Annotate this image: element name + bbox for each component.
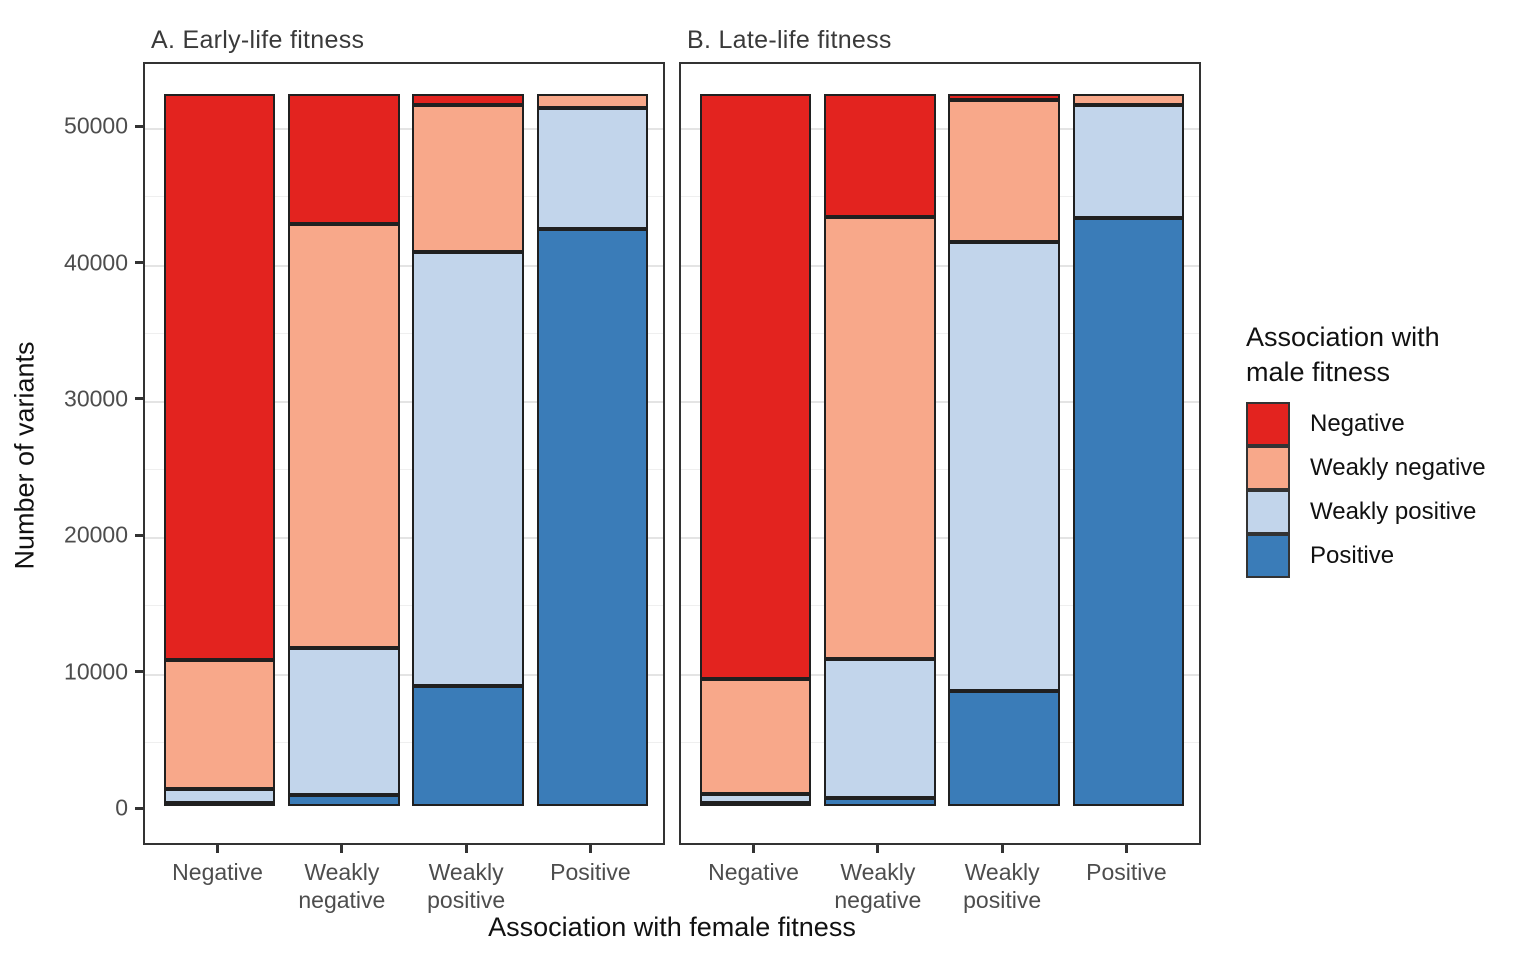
major-gridline bbox=[145, 537, 663, 540]
x-tick-mark bbox=[1000, 845, 1004, 853]
plot-area-early-life bbox=[143, 62, 665, 845]
x-tick-label: Negative bbox=[708, 859, 799, 885]
x-axis-title: Association with female fitness bbox=[488, 912, 856, 942]
x-tick-label: Positive bbox=[550, 859, 631, 885]
major-gridline bbox=[145, 264, 663, 267]
y-tick-label: 40000 bbox=[64, 249, 128, 276]
y-tick-mark bbox=[135, 806, 143, 810]
bar-segment-positive bbox=[823, 797, 936, 806]
bar-segment-weakly-positive bbox=[412, 252, 525, 687]
y-tick-label: 20000 bbox=[64, 521, 128, 548]
x-tick-label: Weakly positive bbox=[963, 859, 1042, 913]
bar-segment-negative bbox=[823, 94, 936, 217]
legend-swatch-negative bbox=[1246, 402, 1290, 446]
y-tick-label: 50000 bbox=[64, 112, 128, 139]
y-tick-label: 0 bbox=[115, 794, 128, 821]
bar-segment-weakly-positive bbox=[1072, 105, 1185, 219]
y-tick-mark bbox=[135, 533, 143, 537]
bar-segment-weakly-negative bbox=[412, 105, 525, 253]
minor-gridline bbox=[145, 332, 663, 334]
panel-title-early-life: A. Early-life fitness bbox=[151, 26, 365, 54]
major-gridline bbox=[681, 264, 1199, 267]
bar-segment-negative bbox=[287, 94, 400, 224]
bar-segment-negative bbox=[699, 94, 812, 679]
bar-segment-positive bbox=[412, 686, 525, 806]
minor-gridline bbox=[145, 741, 663, 743]
bar-segment-weakly-negative bbox=[699, 678, 812, 794]
minor-gridline bbox=[681, 605, 1199, 607]
y-tick-label: 30000 bbox=[64, 385, 128, 412]
bar-segment-weakly-positive bbox=[823, 658, 936, 798]
bar-segment-weakly-positive bbox=[536, 107, 649, 230]
major-gridline bbox=[681, 400, 1199, 403]
legend-swatch-positive bbox=[1246, 534, 1290, 578]
legend-title: Association with male fitness bbox=[1246, 320, 1526, 390]
minor-gridline bbox=[681, 741, 1199, 743]
panel-title-late-life: B. Late-life fitness bbox=[687, 26, 892, 54]
legend-label: Weakly positive bbox=[1310, 498, 1477, 525]
x-tick-mark bbox=[340, 845, 344, 853]
legend-swatch-weakly-negative bbox=[1246, 446, 1290, 490]
x-tick-mark bbox=[464, 845, 468, 853]
major-gridline bbox=[681, 673, 1199, 676]
y-tick-mark bbox=[135, 124, 143, 128]
minor-gridline bbox=[145, 605, 663, 607]
bar-segment-negative bbox=[948, 94, 1061, 100]
major-gridline bbox=[145, 400, 663, 403]
minor-gridline bbox=[145, 196, 663, 198]
x-tick-label: Negative bbox=[172, 859, 263, 885]
minor-gridline bbox=[681, 332, 1199, 334]
x-tick-mark bbox=[216, 845, 220, 853]
legend-label: Weakly negative bbox=[1310, 454, 1486, 481]
bar-segment-negative bbox=[412, 94, 525, 106]
bar-segment-weakly-negative bbox=[536, 94, 649, 108]
minor-gridline bbox=[681, 196, 1199, 198]
legend-title-line2: male fitness bbox=[1246, 357, 1391, 387]
bar-segment-positive bbox=[536, 229, 649, 806]
plot-area-late-life bbox=[679, 62, 1201, 845]
bar-segment-weakly-negative bbox=[1072, 94, 1185, 106]
bar-segment-weakly-negative bbox=[163, 660, 276, 789]
bar-segment-positive bbox=[163, 802, 276, 806]
bar-segment-positive bbox=[1072, 218, 1185, 806]
minor-gridline bbox=[681, 469, 1199, 471]
y-tick-mark bbox=[135, 670, 143, 674]
y-axis-title: Number of variants bbox=[9, 341, 40, 570]
x-tick-mark bbox=[1124, 845, 1128, 853]
legend-label: Negative bbox=[1310, 410, 1405, 437]
legend-title-line1: Association with bbox=[1246, 322, 1440, 352]
legend-swatch-weakly-positive bbox=[1246, 490, 1290, 534]
y-tick-mark bbox=[135, 261, 143, 265]
bar-segment-weakly-positive bbox=[163, 788, 276, 803]
bar-segment-positive bbox=[287, 795, 400, 806]
bar-segment-weakly-positive bbox=[948, 241, 1061, 692]
major-gridline bbox=[145, 673, 663, 676]
legend: Association with male fitness Negative We… bbox=[1246, 320, 1526, 578]
y-tick-label: 10000 bbox=[64, 658, 128, 685]
bar-segment-negative bbox=[163, 94, 276, 661]
major-gridline bbox=[145, 128, 663, 131]
x-tick-mark bbox=[588, 845, 592, 853]
minor-gridline bbox=[145, 469, 663, 471]
major-gridline bbox=[681, 128, 1199, 131]
legend-label: Positive bbox=[1310, 542, 1395, 569]
major-gridline bbox=[681, 537, 1199, 540]
x-tick-label: Positive bbox=[1086, 859, 1167, 885]
bar-segment-weakly-positive bbox=[699, 793, 812, 804]
x-tick-label: Weakly positive bbox=[427, 859, 506, 913]
x-tick-mark bbox=[876, 845, 880, 853]
bar-segment-weakly-negative bbox=[823, 216, 936, 659]
y-tick-mark bbox=[135, 397, 143, 401]
bar-segment-weakly-negative bbox=[948, 99, 1061, 242]
x-tick-label: Weakly negative bbox=[298, 859, 386, 913]
bar-segment-weakly-negative bbox=[287, 223, 400, 648]
bar-segment-positive bbox=[948, 691, 1061, 806]
x-tick-label: Weakly negative bbox=[834, 859, 922, 913]
bar-segment-weakly-positive bbox=[287, 647, 400, 796]
x-tick-mark bbox=[752, 845, 756, 853]
